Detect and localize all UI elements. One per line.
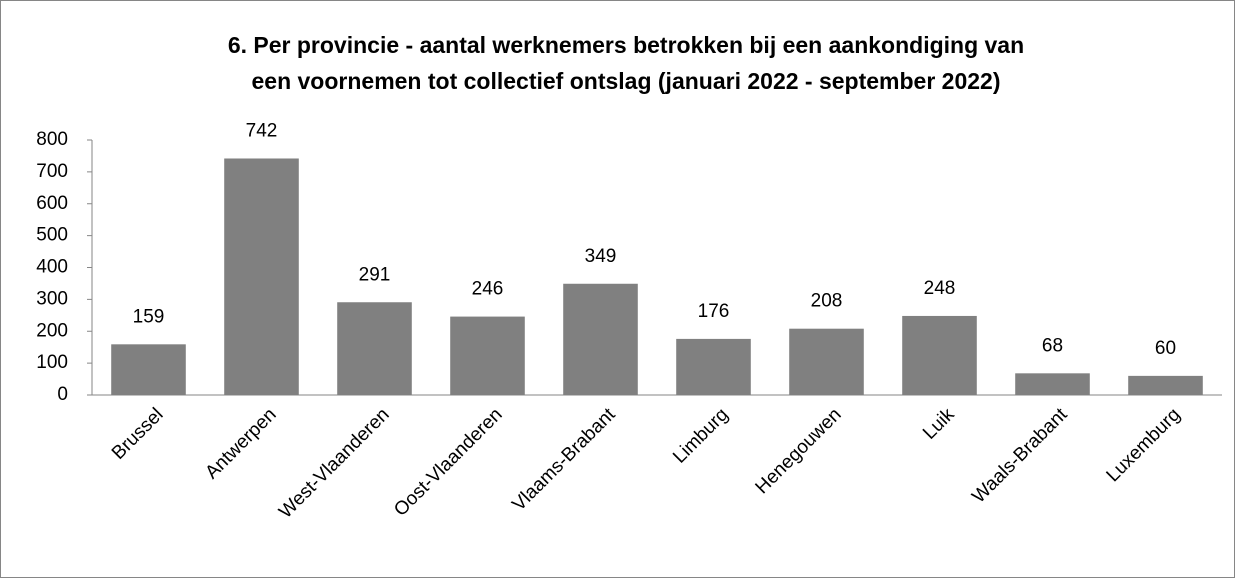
bar [1015,373,1090,395]
y-tick-label: 500 [36,225,68,246]
y-tick-label: 0 [57,384,68,405]
bar [902,315,977,395]
y-tick-label: 300 [36,288,68,309]
bar [450,316,525,395]
bar [224,158,299,395]
y-tick-label: 800 [36,129,68,150]
data-label: 349 [585,246,617,267]
bar [111,344,186,395]
bar [789,328,864,395]
y-tick-label: 700 [36,161,68,182]
bar [563,283,638,395]
data-label: 208 [811,291,843,312]
bar [337,302,412,395]
data-label: 248 [924,278,956,299]
data-label: 742 [246,121,278,142]
bar [676,338,751,395]
data-label: 60 [1155,338,1176,359]
chart-title: een voornemen tot collectief ontslag (ja… [251,68,1000,94]
y-tick-label: 200 [36,320,68,341]
bar [1128,375,1203,395]
chart-title: 6. Per provincie - aantal werknemers bet… [228,32,1024,58]
y-tick-label: 400 [36,257,68,278]
y-tick-label: 600 [36,193,68,214]
y-tick-label: 100 [36,352,68,373]
data-label: 246 [472,279,504,300]
data-label: 176 [698,301,730,322]
data-label: 159 [133,306,165,327]
data-label: 291 [359,264,391,285]
data-label: 68 [1042,335,1063,356]
